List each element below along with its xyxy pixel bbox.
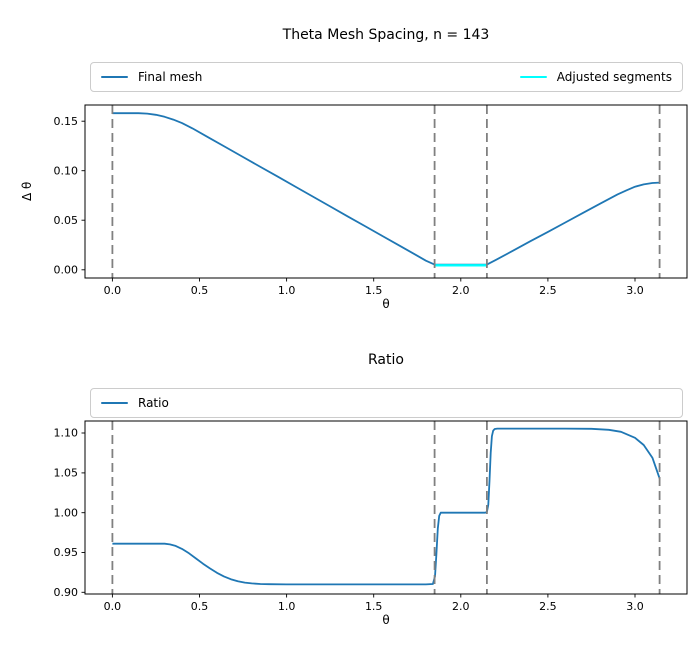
final-mesh-line-sample — [101, 75, 128, 79]
subplot2-title: Ratio — [368, 352, 404, 368]
legend-entry-ratio: Ratio — [101, 396, 169, 410]
y-tick-label: 0.90 — [54, 586, 79, 599]
axes-frame — [84, 420, 688, 595]
y-tick-label: 0.95 — [54, 546, 79, 559]
y-tick-label: 1.05 — [54, 467, 79, 480]
legend-label-final-mesh: Final mesh — [138, 70, 203, 84]
final-mesh-line — [112, 112, 660, 266]
legend-entry-final-mesh: Final mesh — [101, 70, 202, 84]
subplot1-xlabel: θ — [382, 297, 390, 311]
legend-label-adjusted-segments: Adjusted segments — [556, 70, 672, 84]
subplot1-ylabel: Δ θ — [20, 181, 34, 202]
legend-label-ratio: Ratio — [138, 396, 169, 410]
adjusted-segments-line-sample — [519, 75, 547, 79]
x-tick-label: 2.0 — [452, 284, 470, 297]
x-tick-label: 3.0 — [626, 284, 644, 297]
x-tick-label: 0.0 — [104, 600, 122, 613]
y-tick-label: 0.10 — [54, 164, 79, 177]
ratio-line-sample — [101, 401, 128, 405]
x-tick-label: 2.0 — [452, 600, 470, 613]
x-tick-label: 2.5 — [539, 284, 557, 297]
x-tick-label: 1.5 — [365, 600, 383, 613]
legend-entry-adjusted-segments: Adjusted segments — [519, 70, 672, 84]
ratio-line — [112, 427, 661, 586]
axes-frame — [84, 104, 688, 279]
subplot1-legend: Final mesh Adjusted segments — [90, 62, 683, 92]
x-tick-label: 1.0 — [278, 600, 296, 613]
y-tick-label: 0.00 — [54, 264, 79, 277]
y-tick-label: 1.10 — [54, 427, 79, 440]
x-tick-label: 1.5 — [365, 284, 383, 297]
x-tick-label: 2.5 — [539, 600, 557, 613]
subplot2-xlabel: θ — [382, 613, 390, 627]
x-tick-label: 0.5 — [191, 600, 209, 613]
x-tick-label: 1.0 — [278, 284, 296, 297]
x-tick-label: 0.5 — [191, 284, 209, 297]
x-tick-label: 3.0 — [626, 600, 644, 613]
y-tick-label: 0.15 — [54, 115, 79, 128]
x-tick-label: 0.0 — [104, 284, 122, 297]
y-tick-label: 0.05 — [54, 214, 79, 227]
subplot2-legend: Ratio — [90, 388, 683, 418]
subplot1-title: Theta Mesh Spacing, n = 143 — [282, 27, 490, 43]
y-tick-label: 1.00 — [54, 506, 79, 519]
